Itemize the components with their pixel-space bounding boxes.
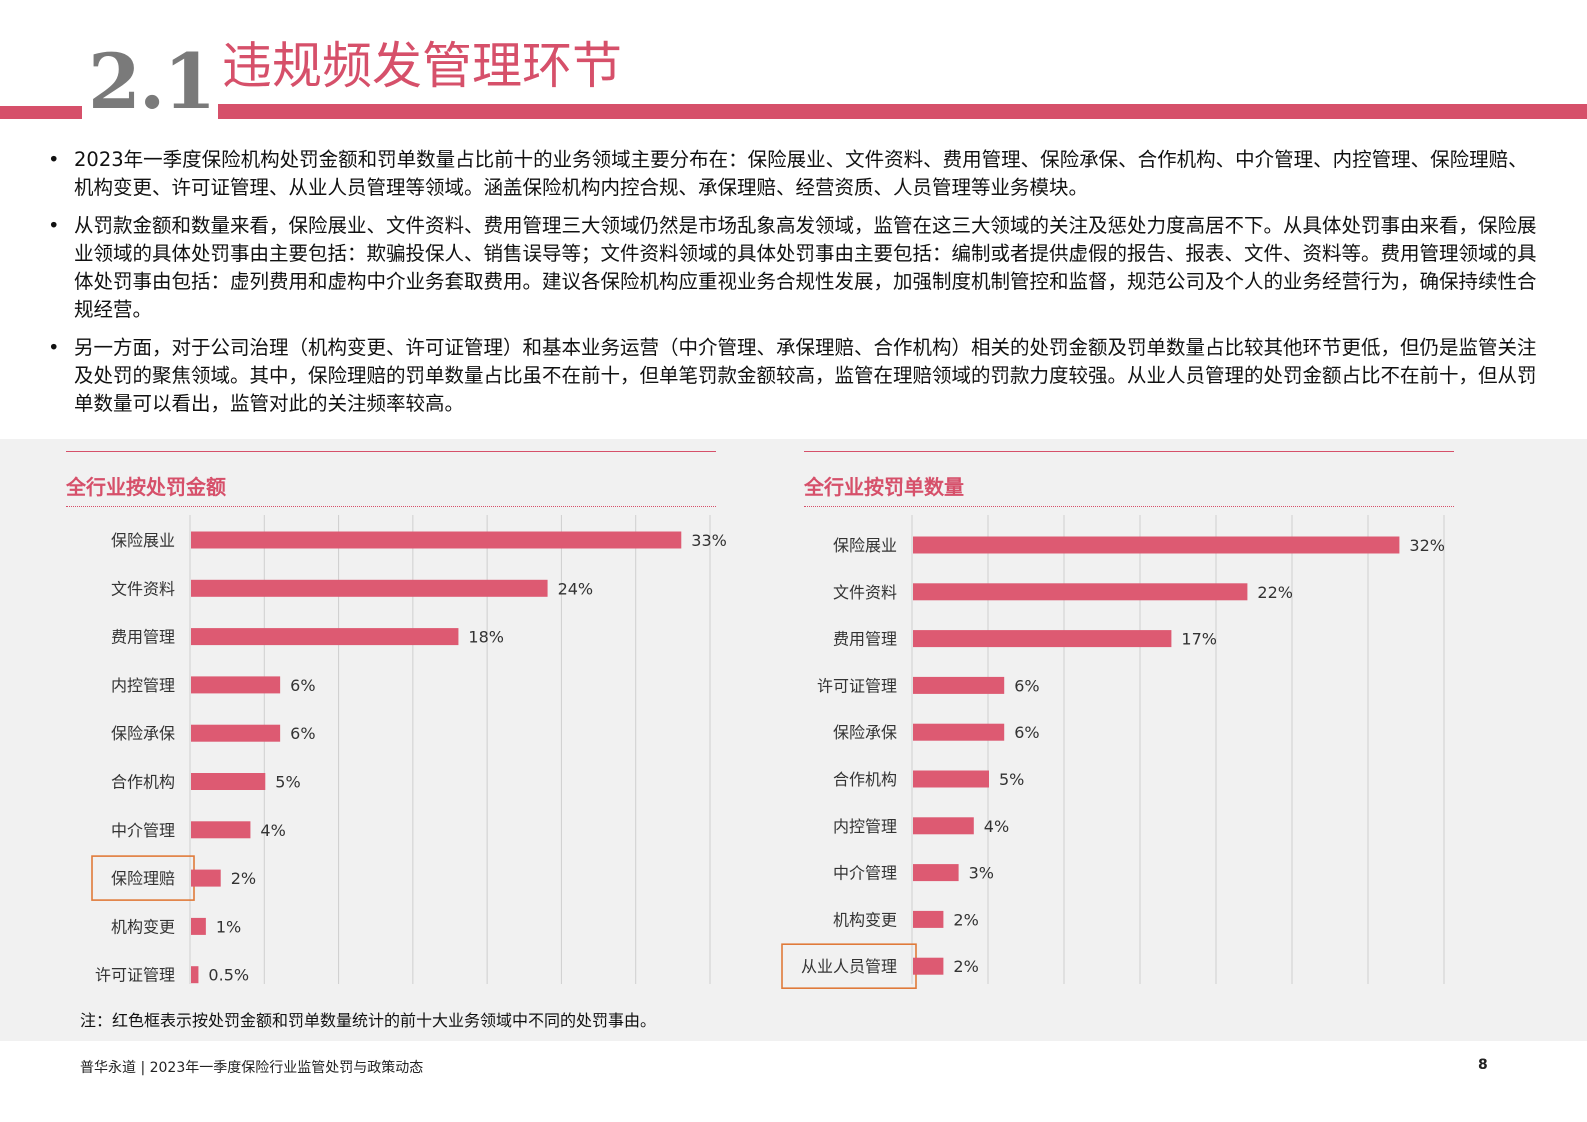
value-label: 18% xyxy=(468,628,504,647)
category-label: 文件资料 xyxy=(833,583,897,602)
value-label: 6% xyxy=(1014,676,1039,695)
category-label: 许可证管理 xyxy=(95,966,175,985)
bar xyxy=(191,531,682,549)
value-label: 2% xyxy=(953,957,978,976)
bar xyxy=(191,773,266,790)
chart-title-dotted-rule xyxy=(66,506,716,507)
bar xyxy=(913,723,1005,741)
value-label: 6% xyxy=(1014,723,1039,742)
category-label: 保险承保 xyxy=(833,723,897,742)
category-label: 许可证管理 xyxy=(817,676,897,695)
category-label: 中介管理 xyxy=(833,864,897,883)
value-label: 24% xyxy=(558,579,594,598)
bar xyxy=(913,583,1248,601)
value-label: 5% xyxy=(275,773,300,792)
bar xyxy=(191,821,251,839)
page-number: 8 xyxy=(1478,1057,1488,1073)
value-label: 6% xyxy=(290,676,315,695)
chart-penalty-amount: 全行业按处罚金额 保险展业 33% 文件资料 24% 费用管理 18% 内控管理 6% 保险承保… xyxy=(66,451,727,1001)
category-label: 内控管理 xyxy=(111,676,175,695)
bullet-item: 另一方面，对于公司治理（机构变更、许可证管理）和基本业务运营（中介管理、承保理赔… xyxy=(44,334,1544,418)
chart-note: 注：红色框表示按处罚金额和罚单数量统计的前十大业务领域中不同的处罚事由。 xyxy=(80,1011,657,1030)
value-label: 1% xyxy=(216,917,241,936)
footer-text: 普华永道 | 2023年一季度保险行业监管处罚与政策动态 xyxy=(80,1060,424,1076)
bar xyxy=(913,910,944,928)
value-label: 0.5% xyxy=(208,966,249,985)
category-label: 内控管理 xyxy=(833,817,897,836)
value-label: 4% xyxy=(984,817,1009,836)
chart-title-rule xyxy=(804,451,1454,452)
bullet-list: 2023年一季度保险机构处罚金额和罚单数量占比前十的业务领域主要分布在：保险展业… xyxy=(44,146,1544,428)
category-label: 保险承保 xyxy=(111,724,175,743)
value-label: 22% xyxy=(1257,583,1293,602)
chart-title: 全行业按处罚金额 xyxy=(66,475,226,499)
header-bar-right xyxy=(218,104,1587,119)
page-title: 违规频发管理环节 xyxy=(222,37,622,95)
category-label: 保险理赔 xyxy=(111,869,175,888)
value-label: 4% xyxy=(260,821,285,840)
bar xyxy=(191,869,221,887)
category-label: 机构变更 xyxy=(111,917,175,936)
bullet-item: 2023年一季度保险机构处罚金额和罚单数量占比前十的业务领域主要分布在：保险展业… xyxy=(44,146,1544,202)
bar xyxy=(191,724,281,742)
bar xyxy=(913,536,1400,554)
value-label: 2% xyxy=(953,910,978,929)
value-label: 6% xyxy=(290,724,315,743)
value-label: 33% xyxy=(691,531,727,550)
bullet-item: 从罚款金额和数量来看，保险展业、文件资料、费用管理三大领域仍然是市场乱象高发领域… xyxy=(44,212,1544,324)
category-label: 文件资料 xyxy=(111,579,175,598)
bar-chart-count: 保险展业 32% 文件资料 22% 费用管理 17% 许可证管理 6% 保险承保 6% 合作机构 5%… xyxy=(781,515,1445,990)
bar xyxy=(191,579,548,597)
bar xyxy=(913,957,944,975)
category-label: 合作机构 xyxy=(111,773,175,792)
category-label: 中介管理 xyxy=(111,821,175,840)
bar xyxy=(913,864,959,882)
bar xyxy=(913,770,989,788)
section-number: 2.1 xyxy=(88,37,216,126)
value-label: 5% xyxy=(999,770,1024,789)
chart-title: 全行业按罚单数量 xyxy=(804,475,964,499)
value-label: 3% xyxy=(969,864,994,883)
header-bar-left xyxy=(0,106,82,119)
category-label: 从业人员管理 xyxy=(801,957,897,976)
bar xyxy=(913,817,974,835)
chart-title-dotted-rule xyxy=(804,506,1454,507)
bar xyxy=(913,676,1005,694)
bar-chart-amount: 保险展业 33% 文件资料 24% 费用管理 18% 内控管理 6% 保险承保 6% 合作机构 5% 中… xyxy=(91,515,727,985)
chart-title-rule xyxy=(66,451,716,452)
category-label: 合作机构 xyxy=(833,770,897,789)
category-label: 保险展业 xyxy=(833,536,897,555)
value-label: 17% xyxy=(1181,630,1217,649)
bar xyxy=(191,966,199,984)
bar xyxy=(913,630,1172,648)
value-label: 32% xyxy=(1409,536,1445,555)
value-label: 2% xyxy=(231,869,256,888)
bar xyxy=(191,676,281,694)
category-label: 机构变更 xyxy=(833,910,897,929)
chart-panel: 全行业按处罚金额 保险展业 33% 文件资料 24% 费用管理 18% 内控管理 6% 保险承保… xyxy=(0,439,1587,1041)
category-label: 费用管理 xyxy=(111,628,175,647)
category-label: 保险展业 xyxy=(111,531,175,550)
bar xyxy=(191,917,206,935)
chart-ticket-count: 全行业按罚单数量 保险展业 32% 文件资料 22% 费用管理 17% 许可证管理 6% 保险承… xyxy=(781,451,1454,1001)
category-label: 费用管理 xyxy=(833,630,897,649)
bar xyxy=(191,628,459,646)
